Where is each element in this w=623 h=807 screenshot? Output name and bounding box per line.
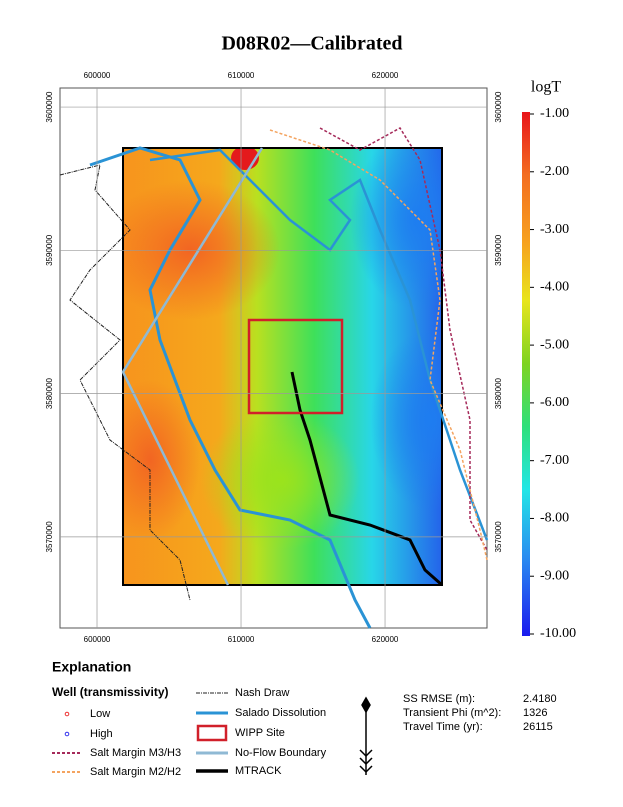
legend-label: WIPP Site bbox=[235, 727, 285, 739]
colorbar-label: -7.00 bbox=[540, 453, 569, 468]
colorbar bbox=[522, 112, 530, 636]
legend-label: Nash Draw bbox=[235, 687, 289, 699]
stat-value: 26115 bbox=[523, 721, 553, 733]
x-tick-label: 610000 bbox=[228, 635, 255, 644]
stat-value: 2.4180 bbox=[523, 693, 557, 705]
map bbox=[59, 87, 489, 629]
nash-draw bbox=[59, 164, 191, 601]
y-tick-label: 3570000 bbox=[494, 521, 503, 553]
y-tick-label: 3600000 bbox=[494, 91, 503, 123]
x-tick-label: 620000 bbox=[372, 71, 399, 80]
colorbar-label: -1.00 bbox=[540, 106, 569, 121]
no-flow-boundary bbox=[121, 147, 264, 586]
legend-label: Low bbox=[90, 708, 110, 720]
x-tick-label: 600000 bbox=[84, 635, 111, 644]
model-domain bbox=[122, 147, 443, 586]
legend-subtitle: Well (transmissivity) bbox=[52, 685, 168, 699]
x-tick-label: 600000 bbox=[84, 71, 111, 80]
y-tick-label: 3580000 bbox=[494, 377, 503, 409]
legend-label: No-Flow Boundary bbox=[235, 747, 327, 759]
stat-label: Transient Phi (m^2): bbox=[403, 707, 501, 719]
x-tick-label: 620000 bbox=[372, 635, 399, 644]
legend-label: High bbox=[90, 728, 113, 740]
colorbar-label: -3.00 bbox=[540, 222, 569, 237]
colorbar-label: -5.00 bbox=[540, 337, 569, 352]
legend-wipp bbox=[196, 724, 228, 742]
legend: Explanation Well (transmissivity) bbox=[52, 659, 228, 773]
y-tick-label: 3590000 bbox=[45, 234, 54, 266]
y-tick-label: 3590000 bbox=[494, 234, 503, 266]
colorbar-label: -10.00 bbox=[540, 626, 576, 641]
title: D08R02—Calibrated bbox=[221, 33, 402, 55]
wipp-site bbox=[247, 318, 344, 415]
y-tick-label: 3580000 bbox=[45, 377, 54, 409]
colorbar-label: -9.00 bbox=[540, 568, 569, 583]
stat-value: 1326 bbox=[523, 707, 547, 719]
mtrack bbox=[290, 371, 443, 587]
colorbar-title: logT bbox=[531, 79, 561, 96]
salt-margin-m2h2 bbox=[269, 129, 488, 561]
colorbar-label: -2.00 bbox=[540, 164, 569, 179]
colorbar-label: -4.00 bbox=[540, 280, 569, 295]
stat-label: SS RMSE (m): bbox=[403, 693, 475, 705]
legend-title: Explanation bbox=[52, 659, 131, 675]
y-tick-label: 3570000 bbox=[45, 521, 54, 553]
legend-label: Salt Margin M2/H2 bbox=[90, 766, 181, 778]
transmissivity-field bbox=[123, 148, 442, 585]
legend-label: MTRACK bbox=[235, 765, 282, 777]
low-well-symbol bbox=[64, 711, 70, 717]
colorbar-label: -8.00 bbox=[540, 511, 569, 526]
legend-label: Salt Margin M3/H3 bbox=[90, 747, 181, 759]
high-well-symbol bbox=[64, 731, 70, 737]
north-arrow bbox=[359, 696, 373, 775]
stat-label: Travel Time (yr): bbox=[403, 721, 483, 733]
salado-dissolution bbox=[89, 146, 372, 629]
legend-label: Salado Dissolution bbox=[235, 707, 326, 719]
y-tick-label: 3600000 bbox=[45, 91, 54, 123]
colorbar-label: -6.00 bbox=[540, 395, 569, 410]
x-tick-label: 610000 bbox=[228, 71, 255, 80]
salado-dissolution-east bbox=[149, 148, 489, 541]
